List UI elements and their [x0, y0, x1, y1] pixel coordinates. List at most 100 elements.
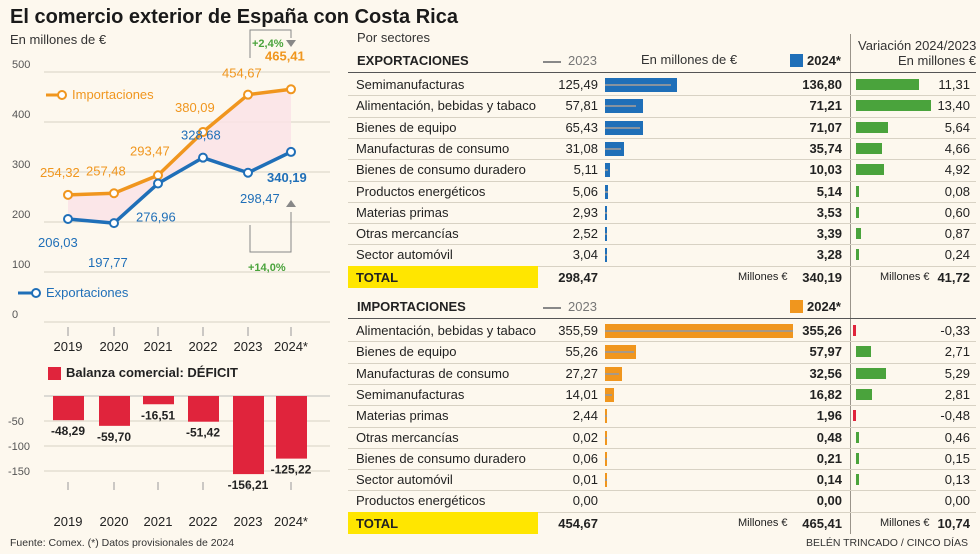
imports-value-2024: 57,97: [809, 344, 842, 360]
import-data-label: 380,09: [175, 100, 215, 115]
exports-total-var-unit: Millones €: [880, 270, 930, 283]
imports-variation-value: 2,81: [944, 386, 970, 402]
imports-value-2024: 32,56: [809, 365, 842, 381]
left-unit-label: En millones de €: [10, 32, 107, 47]
imports-variation-value: 0,13: [944, 472, 970, 488]
bar-y-tick: -150: [8, 466, 30, 478]
import-line: [67, 87, 292, 197]
import-point: [243, 89, 253, 100]
exports-variation-bar: [856, 249, 859, 261]
imports-sector-label: Otras mercancías: [356, 429, 459, 445]
exports-value-2023: 5,11: [573, 162, 598, 178]
imports-line-2023: [605, 479, 607, 482]
import-data-label: 454,67: [222, 66, 262, 81]
imports-line-2023: [605, 330, 793, 332]
deficit-legend-swatch: [48, 367, 61, 380]
imports-row-divider: [348, 469, 976, 471]
deficit-data-label: -48,29: [51, 424, 85, 438]
imports-total-2023: 454,67: [558, 515, 598, 531]
imports-line-2023: [605, 436, 607, 439]
variation-divider: [850, 34, 851, 534]
imports-line-2023: [605, 393, 613, 396]
exports-variation-value: 5,64: [944, 119, 970, 135]
imports-sector-label: Manufacturas de consumo: [356, 365, 510, 381]
exports-sector-label: Materias primas: [356, 204, 449, 220]
exports-variation-value: 4,92: [944, 162, 970, 178]
imports-variation-value: 5,29: [944, 365, 970, 381]
exports-row-divider: [348, 116, 976, 118]
exports-variation-value: 0,24: [944, 247, 970, 263]
imports-variation-bar: [853, 410, 856, 422]
exports-total-2023: 298,47: [558, 269, 598, 285]
line-y-tick: 200: [12, 209, 30, 221]
exports-variation-bar: [856, 206, 860, 218]
chart-title: El comercio exterior de España con Costa…: [10, 6, 458, 28]
bar-x-label: 2020: [100, 514, 129, 529]
imports-total-2024: 465,41: [802, 515, 842, 531]
exports-variation-bar: [856, 142, 883, 154]
imports-variation-bar: [856, 367, 886, 379]
imports-sector-label: Alimentación, bebidas y tabaco: [356, 323, 536, 338]
imports-variation-value: 0,15: [944, 450, 970, 466]
import-data-label: 257,48: [86, 163, 126, 178]
export-data-label: 206,03: [38, 235, 78, 250]
exports-variation-value: 13,40: [937, 98, 970, 114]
export-data-label: 340,19: [267, 170, 307, 185]
bar-x-label: 2022: [189, 514, 218, 529]
exports-value-2024: 3,39: [816, 226, 842, 242]
imports-row-divider: [348, 490, 976, 492]
imports-sector-label: Materias primas: [356, 408, 449, 424]
imports-row-divider: [348, 405, 976, 407]
imports-variation-value: 0,46: [944, 429, 970, 445]
imports-legend-2023-label: 2023: [568, 299, 597, 314]
exports-sector-label: Manufacturas de consumo: [356, 140, 510, 156]
imports-variation-bar: [856, 474, 859, 486]
credit-note: BELÉN TRINCADO / CINCO DÍAS: [805, 537, 968, 549]
exports-variation-bar: [856, 121, 888, 133]
deficit-bar: [53, 396, 84, 421]
imports-line-2023: [605, 457, 607, 460]
exports-line-2023: [605, 126, 640, 129]
imports-header-rule: [348, 318, 976, 319]
imports-value-2023: 14,01: [565, 386, 598, 402]
exports-variation-bar: [856, 185, 859, 197]
line-x-label: 2023: [234, 339, 263, 354]
imports-row-divider: [348, 383, 976, 385]
exports-variation-bar: [856, 164, 884, 176]
export-data-label: 298,47: [240, 191, 280, 206]
export-point: [153, 178, 163, 189]
import-change-arrow: [286, 40, 296, 47]
import-point: [109, 188, 119, 199]
imports-total-unit: Millones €: [738, 516, 788, 529]
mid-unit-label: En millones de €: [641, 52, 738, 67]
exports-value-2024: 10,03: [809, 162, 842, 178]
export-data-label: 328,68: [181, 128, 221, 143]
export-data-label: 197,77: [88, 255, 128, 270]
line-y-tick: 100: [12, 259, 30, 271]
imports-variation-value: -0,33: [940, 323, 970, 338]
imports-value-2024: 1,96: [816, 408, 842, 424]
imports-value-2024: 0,21: [816, 450, 842, 466]
imports-total-var-unit: Millones €: [880, 516, 930, 529]
exports-legend-2024-label: 2024*: [807, 53, 841, 68]
deficit-data-label: -51,42: [186, 426, 220, 440]
line-x-label: 2024*: [274, 339, 308, 354]
imports-sector-label: Semimanufacturas: [356, 386, 465, 402]
imports-legend-2024-swatch: [790, 300, 803, 313]
exports-section-title: EXPORTACIONES: [357, 53, 469, 68]
exports-sector-label: Semimanufacturas: [356, 77, 465, 92]
import-legend-label: Importaciones: [72, 87, 154, 102]
exports-value-2024: 3,28: [816, 247, 842, 263]
bar-y-tick: -100: [8, 441, 30, 453]
bar-x-label: 2019: [54, 514, 83, 529]
line-y-tick: 400: [12, 109, 30, 121]
imports-value-2023: 55,26: [565, 344, 598, 360]
imports-value-2023: 27,27: [565, 365, 598, 381]
exports-value-2023: 5,06: [572, 183, 598, 199]
exports-line-2023: [605, 147, 622, 150]
exports-value-2024: 35,74: [809, 140, 842, 156]
line-x-label: 2019: [54, 339, 83, 354]
exports-row-divider: [348, 223, 976, 225]
imports-variation-bar: [856, 388, 872, 400]
imports-value-2024: 355,26: [802, 323, 842, 338]
